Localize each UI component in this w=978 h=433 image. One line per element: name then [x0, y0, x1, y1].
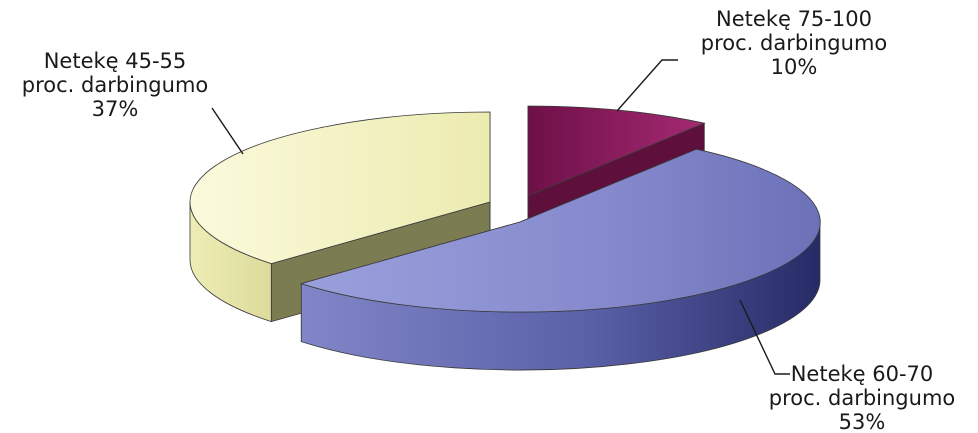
pie-labels: Netekę 75-100 proc. darbingumo 10%Netekę 6… — [22, 7, 956, 433]
slice-label-1: Netekę 60-70 proc. darbingumo 53% — [769, 362, 956, 433]
slice-percent: 10% — [771, 55, 818, 79]
pie-slice-1 — [299, 148, 821, 313]
pie-slice-2 — [189, 111, 491, 265]
slice-label-line: proc. darbingumo — [701, 31, 888, 55]
slice-label-line: Netekę 60-70 — [791, 362, 934, 386]
slice-label-line: proc. darbingumo — [769, 386, 956, 410]
pie-slice-0 — [527, 105, 706, 197]
slice-label-line: Netekę 45-55 — [44, 49, 187, 73]
slice-label-0: Netekę 75-100 proc. darbingumo 10% — [701, 7, 888, 79]
slice-label-2: Netekę 45-55 proc. darbingumo 37% — [22, 49, 209, 121]
leader-line-2 — [211, 107, 244, 155]
pie-tops — [189, 105, 821, 313]
slice-percent: 53% — [839, 410, 886, 433]
leader-line-0 — [616, 59, 678, 112]
leader-line-1 — [739, 299, 790, 375]
slice-label-line: proc. darbingumo — [22, 73, 209, 97]
slice-label-line: Netekę 75-100 — [716, 7, 872, 31]
slice-percent: 37% — [92, 97, 139, 121]
